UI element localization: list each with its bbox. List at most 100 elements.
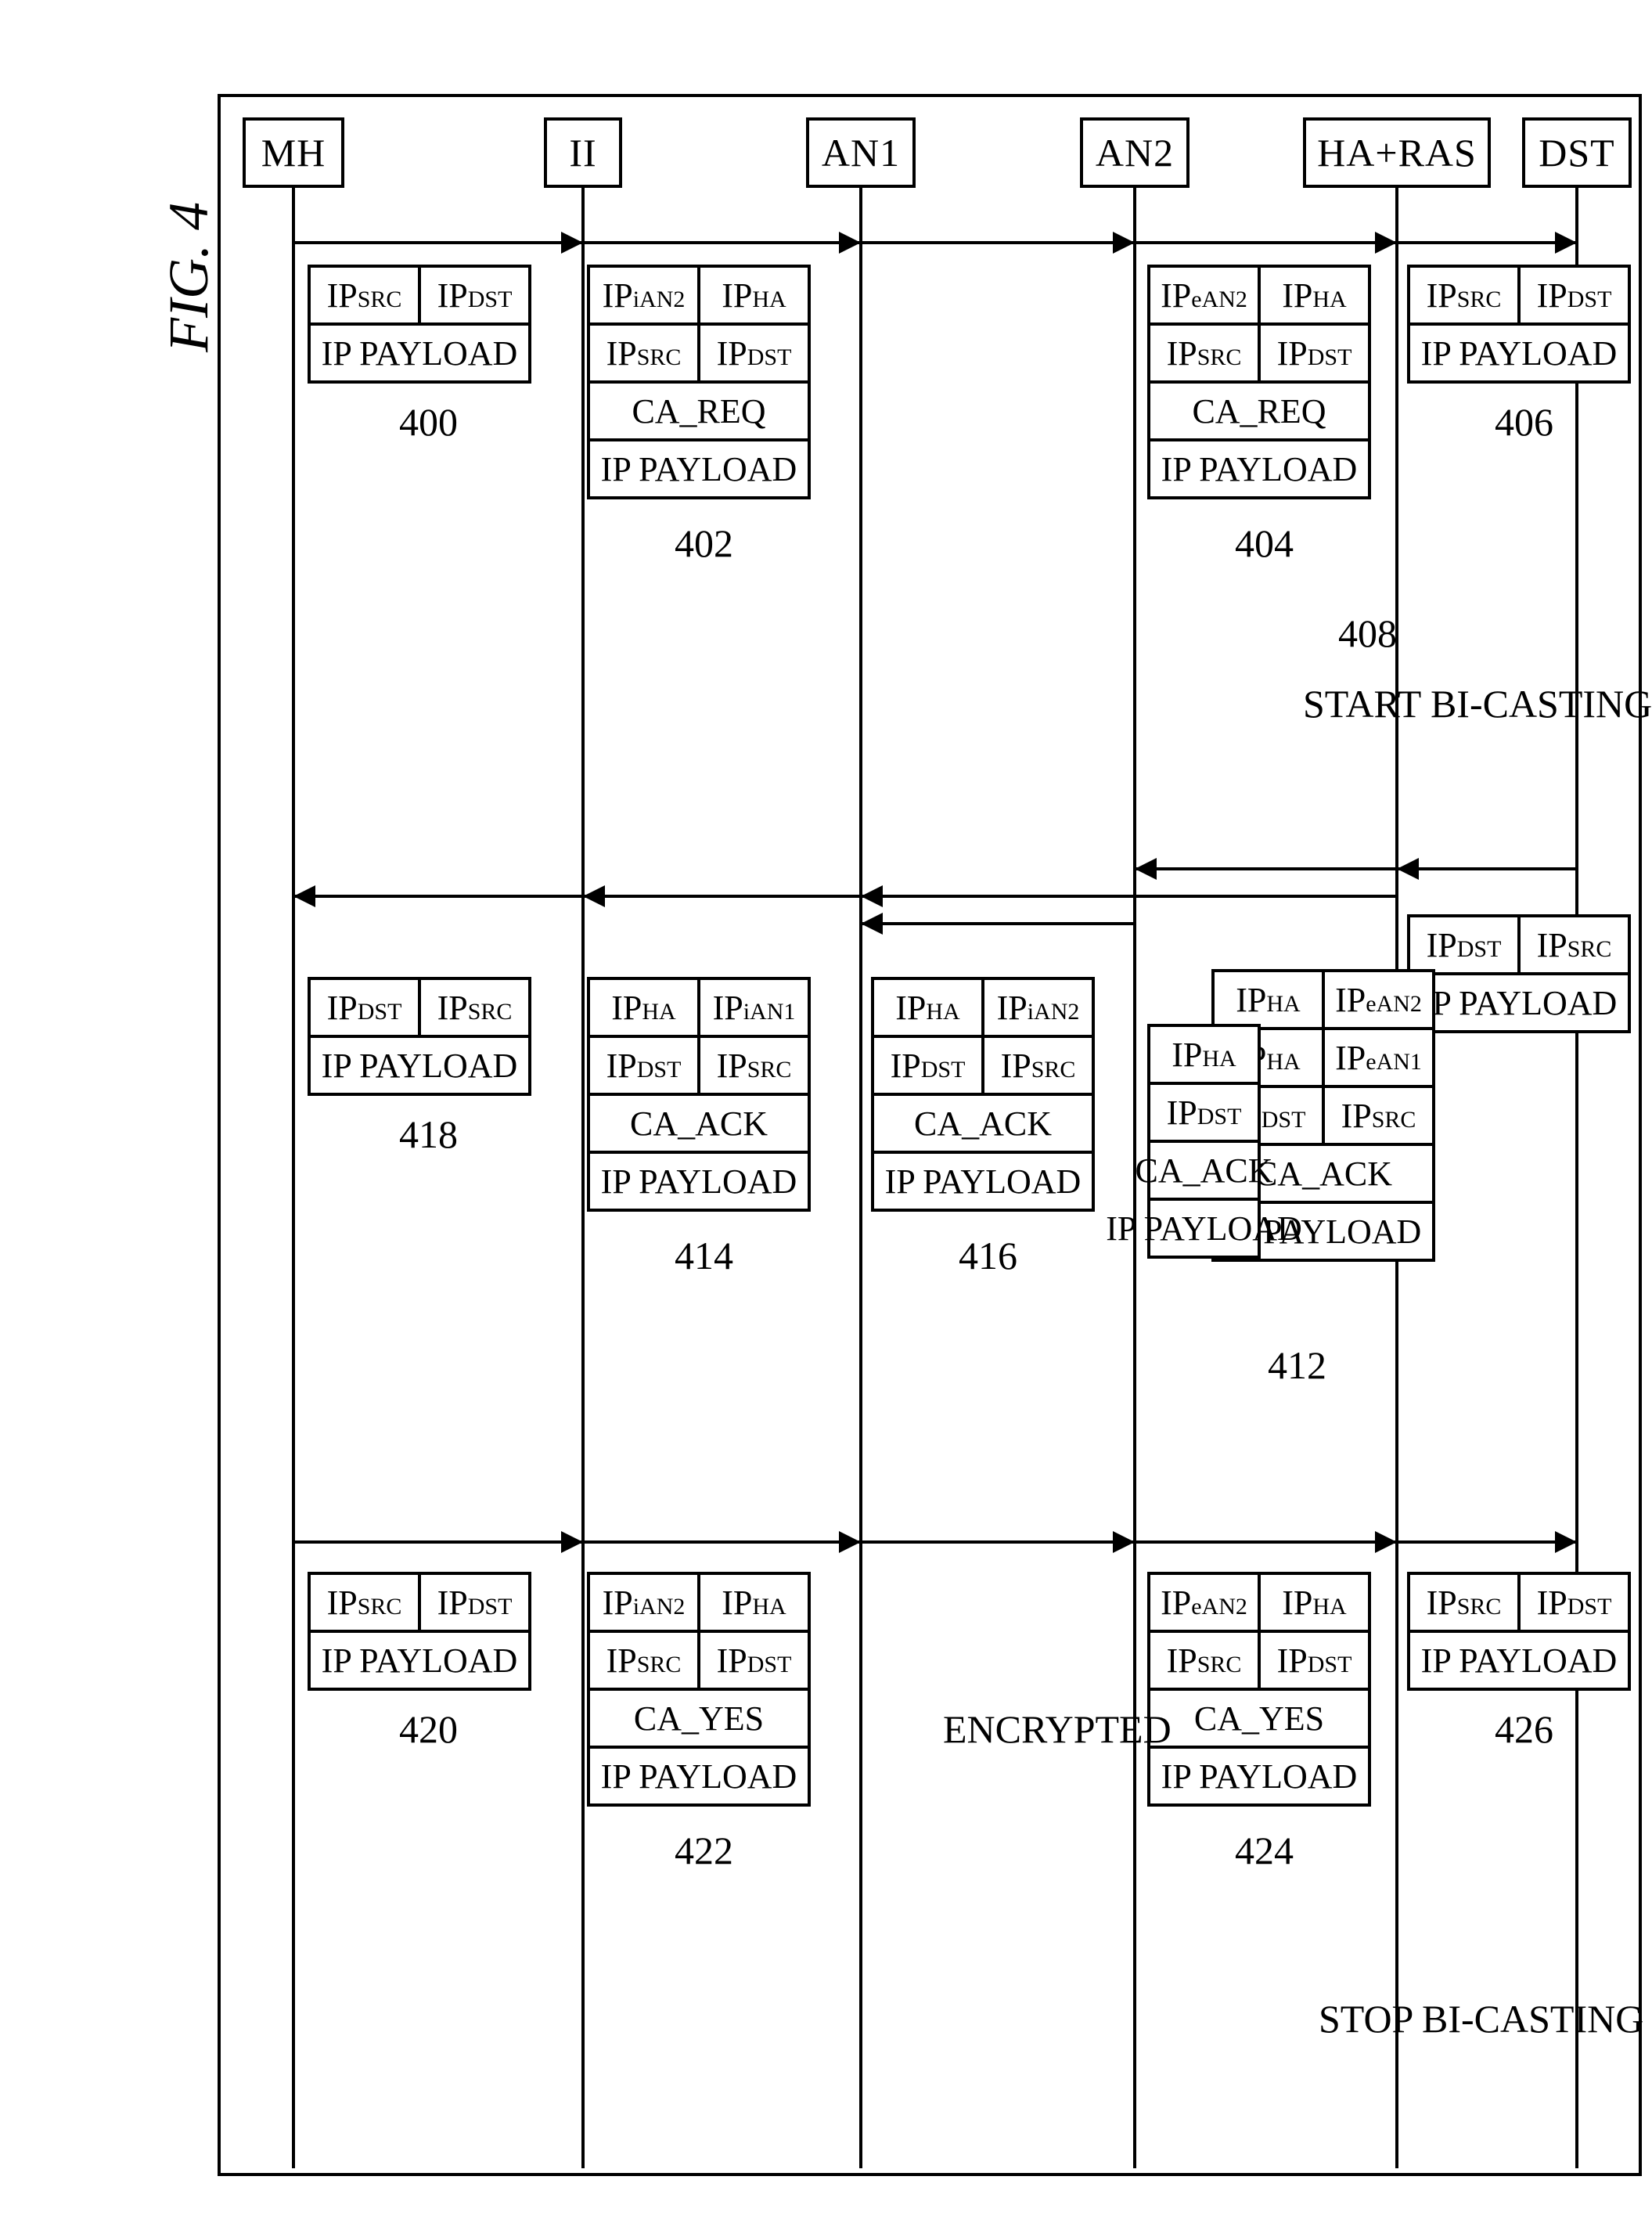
packet-cell: IPDST bbox=[308, 977, 421, 1038]
packet-cell: CA_YES bbox=[587, 1688, 811, 1749]
packet-cell: IP PAYLOAD bbox=[308, 1630, 531, 1691]
packet-cell: IPDST bbox=[1147, 1082, 1261, 1143]
arrowhead-0 bbox=[561, 232, 583, 254]
packet-cell: IPDST bbox=[1517, 1572, 1631, 1633]
arrow-9 bbox=[583, 895, 861, 898]
packet-cell: IP PAYLOAD bbox=[308, 322, 531, 384]
packet-cell: IPHA bbox=[1258, 265, 1371, 326]
packet-cell: IP PAYLOAD bbox=[587, 1151, 811, 1212]
packet-cell: IP PAYLOAD bbox=[587, 1746, 811, 1807]
packet-cell: IPSRC bbox=[1517, 914, 1631, 975]
packet-p412_front: IPHAIPDSTCA_ACKIP PAYLOAD bbox=[1149, 1025, 1259, 1257]
lifeline-dst bbox=[1575, 188, 1578, 2168]
packet-cell: IPiAN2 bbox=[587, 1572, 700, 1633]
arrow-1 bbox=[583, 241, 861, 244]
packet-cell: IPSRC bbox=[587, 1630, 700, 1691]
ref-label-414: 414 bbox=[675, 1233, 733, 1278]
lifeline-ii bbox=[581, 188, 585, 2168]
packet-cell: IPSRC bbox=[1147, 1630, 1261, 1691]
packet-p404: IPeAN2IPHAIPSRCIPDSTCA_REQIP PAYLOAD bbox=[1149, 266, 1369, 498]
packet-cell: IPDST bbox=[697, 322, 811, 384]
arrowhead-2 bbox=[1113, 232, 1135, 254]
ref-label-402: 402 bbox=[675, 521, 733, 566]
packet-cell: IPDST bbox=[418, 265, 531, 326]
node-an2: AN2 bbox=[1080, 117, 1190, 188]
arrow-15 bbox=[1397, 1540, 1577, 1544]
packet-cell: CA_REQ bbox=[587, 380, 811, 441]
text-label: START BI-CASTING bbox=[1303, 681, 1652, 726]
lifeline-mh bbox=[292, 188, 295, 2168]
packet-cell: IP PAYLOAD bbox=[1407, 1630, 1631, 1691]
packet-cell: IP PAYLOAD bbox=[871, 1151, 1095, 1212]
arrow-10 bbox=[293, 895, 583, 898]
packet-cell: IPeAN2 bbox=[1147, 1572, 1261, 1633]
packet-cell: IP PAYLOAD bbox=[308, 1035, 531, 1096]
packet-cell: IPSRC bbox=[981, 1035, 1095, 1096]
node-dst: DST bbox=[1522, 117, 1632, 188]
node-mh: MH bbox=[243, 117, 344, 188]
packet-p422: IPiAN2IPHAIPSRCIPDSTCA_YESIP PAYLOAD bbox=[588, 1573, 809, 1805]
packet-cell: IPHA bbox=[587, 977, 700, 1038]
packet-cell: IP PAYLOAD bbox=[1407, 322, 1631, 384]
arrow-3 bbox=[1135, 241, 1397, 244]
text-label: STOP BI-CASTING bbox=[1319, 1996, 1643, 2041]
ref-label-412: 412 bbox=[1268, 1342, 1326, 1388]
packet-p416: IPHAIPiAN2IPDSTIPSRCCA_ACKIP PAYLOAD bbox=[873, 978, 1093, 1210]
packet-cell: IPHA bbox=[697, 265, 811, 326]
packet-cell: IPDST bbox=[1258, 1630, 1371, 1691]
arrowhead-5 bbox=[1397, 858, 1419, 880]
packet-p408_dst: IPDSTIPSRCIP PAYLOAD bbox=[1409, 916, 1629, 1032]
packet-cell: IPSRC bbox=[1322, 1085, 1435, 1146]
arrowhead-13 bbox=[1113, 1531, 1135, 1553]
packet-cell: IP PAYLOAD bbox=[1147, 1746, 1371, 1807]
packet-cell: IPHA bbox=[1147, 1024, 1261, 1085]
packet-p424: IPeAN2IPHAIPSRCIPDSTCA_YESIP PAYLOAD bbox=[1149, 1573, 1369, 1805]
packet-cell: IPeAN2 bbox=[1147, 265, 1261, 326]
ref-label-426: 426 bbox=[1495, 1706, 1553, 1752]
packet-cell: CA_ACK bbox=[1147, 1140, 1261, 1201]
packet-cell: IPSRC bbox=[308, 265, 421, 326]
arrow-7 bbox=[861, 895, 1397, 898]
arrowhead-1 bbox=[839, 232, 861, 254]
packet-cell: CA_ACK bbox=[871, 1093, 1095, 1154]
arrowhead-4 bbox=[1555, 232, 1577, 254]
arrow-6 bbox=[1135, 867, 1397, 870]
packet-cell: IPiAN2 bbox=[981, 977, 1095, 1038]
arrow-8 bbox=[861, 922, 1135, 925]
packet-cell: IPDST bbox=[418, 1572, 531, 1633]
packet-cell: IPHA bbox=[697, 1572, 811, 1633]
packet-cell: IPeAN1 bbox=[1322, 1027, 1435, 1088]
ref-label-418: 418 bbox=[399, 1112, 458, 1157]
ref-label-416: 416 bbox=[959, 1233, 1017, 1278]
packet-cell: IPDST bbox=[1407, 914, 1521, 975]
arrow-11 bbox=[293, 1540, 583, 1544]
arrowhead-14 bbox=[1375, 1531, 1397, 1553]
packet-cell: IPiAN1 bbox=[697, 977, 811, 1038]
packet-cell: IPDST bbox=[871, 1035, 984, 1096]
arrow-4 bbox=[1397, 241, 1577, 244]
arrow-2 bbox=[861, 241, 1135, 244]
packet-cell: IPSRC bbox=[587, 322, 700, 384]
packet-p414: IPHAIPiAN1IPDSTIPSRCCA_ACKIP PAYLOAD bbox=[588, 978, 809, 1210]
packet-cell: IPDST bbox=[1517, 265, 1631, 326]
packet-cell: CA_YES bbox=[1147, 1688, 1371, 1749]
packet-cell: IPDST bbox=[1258, 322, 1371, 384]
node-an1: AN1 bbox=[806, 117, 916, 188]
ref-label-420: 420 bbox=[399, 1706, 458, 1752]
arrowhead-7 bbox=[861, 885, 883, 907]
packet-p400: IPSRCIPDSTIP PAYLOAD bbox=[309, 266, 530, 382]
packet-cell: IPiAN2 bbox=[587, 265, 700, 326]
packet-cell: IPHA bbox=[1211, 969, 1325, 1030]
packet-p420: IPSRCIPDSTIP PAYLOAD bbox=[309, 1573, 530, 1689]
arrowhead-11 bbox=[561, 1531, 583, 1553]
arrow-13 bbox=[861, 1540, 1135, 1544]
packet-cell: IPSRC bbox=[1407, 265, 1521, 326]
arrow-14 bbox=[1135, 1540, 1397, 1544]
packet-cell: IPDST bbox=[697, 1630, 811, 1691]
arrow-0 bbox=[293, 241, 583, 244]
packet-cell: IPSRC bbox=[308, 1572, 421, 1633]
figure-label: FIG. 4 bbox=[157, 202, 221, 352]
packet-p426: IPSRCIPDSTIP PAYLOAD bbox=[1409, 1573, 1629, 1689]
arrowhead-12 bbox=[839, 1531, 861, 1553]
arrow-5 bbox=[1397, 867, 1577, 870]
